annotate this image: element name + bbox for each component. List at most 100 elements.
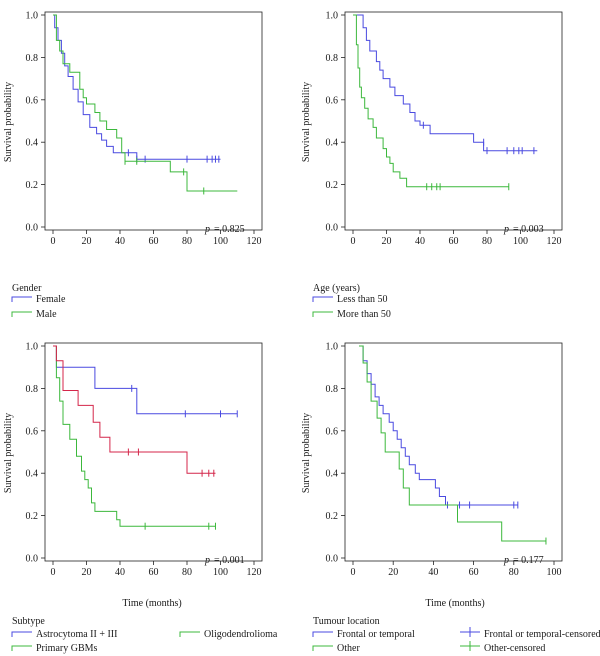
x-tick-label: 40 [115,236,125,247]
x-tick-label: 0 [351,567,356,578]
ylabel-location: Survival probability [301,413,312,493]
legend-item-oligodendrolioma: Oligodendrolioma [179,629,278,640]
x-tick-label: 60 [469,567,479,578]
series-line-oligodendrolioma [53,345,216,474]
x-tick-label: 100 [513,236,528,247]
x-tick-label: 80 [182,236,192,247]
y-tick-label: 0.2 [326,511,339,522]
series-line-less-than-50 [353,14,538,152]
legend-title-location: Tumour location [313,616,380,627]
x-tick-label: 20 [382,236,392,247]
y-tick-label: 0.0 [326,223,339,234]
legend-swatch-more-than-50 [312,311,333,317]
legend-item-frontal-censored: Frontal or temporal-censored [460,627,600,640]
x-tick-label: 60 [149,567,159,578]
legend-label-less-than-50: Less than 50 [337,294,388,305]
plot-subtype: 0 20 40 60 80 100 120 0.0 0.2 0.4 0.6 0.8 1.0 [26,342,263,578]
panel-location: 0 20 40 60 80 100 0.0 0.2 0.4 0.6 0.8 1.0 Survival … [301,342,600,655]
y-tick-label: 0.8 [326,53,339,64]
x-tick-label: 40 [115,567,125,578]
legend-title-age: Age (years) [313,283,360,294]
ylabel-subtype: Survival probability [3,413,14,493]
y-tick-label: 0.8 [26,53,39,64]
y-tick-label: 1.0 [26,342,39,353]
plot-frame [44,11,263,231]
pvalue-age: p = 0.003 [503,224,544,235]
y-tick-label: 0.6 [326,95,339,106]
series-line-more-than-50 [353,14,509,188]
series-line-male [53,14,238,192]
legend-label-other-censored: Other-censored [484,643,545,654]
panel-gender: 0 20 40 60 80 100 120 0.0 0.2 0.4 0.6 0.8 1.0 Surviv… [3,11,263,320]
y-tick-label: 1.0 [326,342,339,353]
x-tick-label: 80 [182,567,192,578]
legend-item-less-than-50: Less than 50 [312,294,388,305]
y-tick-label: 1.0 [326,11,339,22]
x-tick-label: 120 [247,236,262,247]
plot-age: 0 20 40 60 80 100 120 0.0 0.2 0.4 0.6 0.8 1.0 [326,11,563,247]
y-tick-label: 0.0 [26,554,39,565]
y-tick-label: 0.8 [326,384,339,395]
y-tick-label: 1.0 [26,11,39,22]
pvalue-subtype: p = 0.001 [204,555,245,566]
series-line-primary-gbms [53,345,216,527]
legend-label-female: Female [36,294,66,305]
pvalue-text-location: = 0.177 [513,555,544,566]
x-tick-label: 120 [547,236,562,247]
pvalue-p-age: p [503,224,509,235]
legend-title-gender: Gender [12,283,42,294]
pvalue-text-subtype: = 0.001 [214,555,245,566]
legend-label-other: Other [337,643,360,654]
plot-gender: 0 20 40 60 80 100 120 0.0 0.2 0.4 0.6 0.8 1.0 [26,11,263,247]
x-tick-label: 80 [482,236,492,247]
y-tick-label: 0.2 [26,180,39,191]
xlabel-subtype: Time (months) [122,598,181,609]
legend-label-more-than-50: More than 50 [337,309,391,320]
y-tick-label: 0.6 [26,95,39,106]
x-tick-label: 100 [547,567,562,578]
x-tick-label: 40 [415,236,425,247]
y-tick-label: 0.4 [26,469,39,480]
x-tick-label: 60 [449,236,459,247]
x-tick-label: 0 [351,236,356,247]
y-tick-label: 0.2 [26,511,39,522]
y-tick-label: 0.0 [326,554,339,565]
pvalue-p-location: p [503,555,509,566]
legend-title-subtype: Subtype [12,616,45,627]
legend-item-other: Other [312,643,360,654]
legend-item-female: Female [11,294,66,305]
y-tick-label: 0.4 [326,469,339,480]
plot-frame [344,11,563,231]
legend-swatch-oligodendrolioma [179,631,200,637]
legend-swatch-less-than-50 [312,296,333,302]
y-tick-label: 0.6 [326,426,339,437]
pvalue-text-age: = 0.003 [513,224,544,235]
x-tick-label: 100 [213,236,228,247]
plot-frame [344,342,563,562]
pvalue-gender: p = 0.825 [204,224,245,235]
legend-item-more-than-50: More than 50 [312,309,391,320]
legend-swatch-primary-gbms [11,645,32,651]
plot-location: 0 20 40 60 80 100 0.0 0.2 0.4 0.6 0.8 1.0 [326,342,563,578]
legend-item-primary-gbms: Primary GBMs [11,643,98,654]
legend-label-astrocytoma: Astrocytoma II + III [36,629,117,640]
series-line-frontal-or-temporal [359,345,518,506]
legend-label-male: Male [36,309,57,320]
ylabel-age: Survival probability [301,82,312,162]
x-tick-label: 0 [51,567,56,578]
ylabel-gender: Survival probability [3,82,14,162]
pvalue-location: p = 0.177 [503,555,544,566]
y-tick-label: 0.8 [26,384,39,395]
legend-label-primary-gbms: Primary GBMs [36,643,98,654]
legend-swatch-other [312,645,333,651]
legend-item-male: Male [11,309,57,320]
legend-swatch-male [11,311,32,317]
y-tick-label: 0.4 [326,138,339,149]
xlabel-location: Time (months) [425,598,484,609]
legend-label-frontal: Frontal or temporal [337,629,415,640]
y-tick-label: 0.2 [326,180,339,191]
x-tick-label: 40 [428,567,438,578]
legend-item-other-censored: Other-censored [460,641,545,654]
legend-label-oligodendrolioma: Oligodendrolioma [204,629,278,640]
